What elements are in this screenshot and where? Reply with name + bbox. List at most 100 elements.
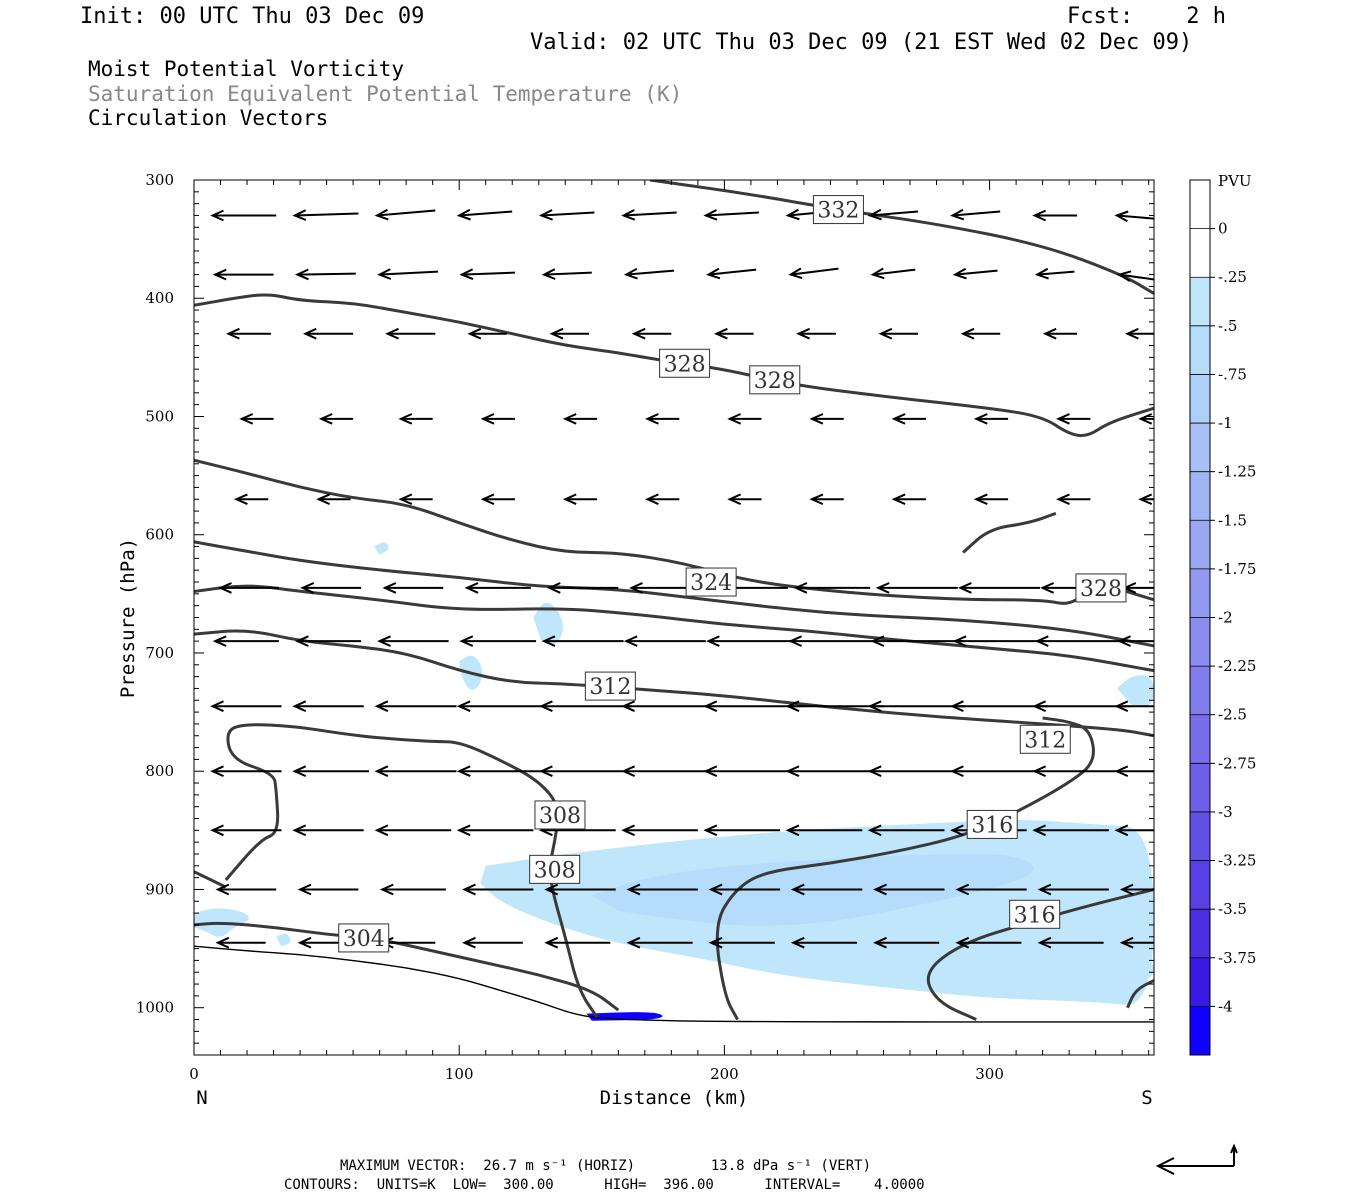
colorbar-label: -.75 — [1218, 365, 1247, 383]
circulation-vector — [462, 936, 523, 949]
vector-head — [703, 765, 718, 778]
circulation-vector — [621, 765, 709, 778]
vector-head — [623, 635, 638, 647]
vector-head — [456, 824, 471, 837]
vector-shaft — [955, 269, 998, 276]
circulation-vector — [867, 824, 945, 837]
vector-shaft — [379, 270, 439, 276]
vector-head — [316, 493, 331, 506]
vector-head — [1034, 267, 1049, 280]
circulation-vector — [459, 635, 537, 647]
vector-head — [480, 493, 495, 506]
circulation-vector — [1138, 413, 1154, 425]
vector-head — [788, 267, 803, 280]
circulation-vector — [294, 635, 362, 647]
contour-label-box — [1009, 899, 1061, 929]
vector-head — [955, 883, 970, 896]
vector-head — [621, 765, 636, 778]
init-time: Init: 00 UTC Thu 03 Dec 09 — [80, 4, 425, 29]
vector-head — [1119, 936, 1134, 949]
vector-head — [546, 582, 561, 594]
vector-head — [790, 883, 805, 896]
circulation-vector — [867, 700, 966, 713]
contour-label-text: 328 — [754, 369, 796, 394]
contour-label-text: 328 — [1080, 577, 1122, 602]
circulation-vector — [708, 883, 781, 896]
circulation-vector — [462, 883, 534, 896]
circulation-vector — [790, 936, 857, 949]
colorbar-segment — [1190, 1006, 1210, 1055]
vector-head — [785, 208, 800, 221]
colorbar-label: -3.25 — [1218, 852, 1256, 870]
colorbar-segment — [1190, 471, 1210, 521]
vector-head — [456, 208, 471, 221]
colorbar-segment — [1190, 277, 1210, 326]
vector-head — [952, 267, 967, 280]
vector-head — [1114, 210, 1129, 223]
vector-head — [292, 700, 307, 713]
vector-head — [377, 268, 392, 280]
vector-head — [292, 765, 307, 778]
circulation-vector — [1056, 493, 1091, 506]
x-axis-title: Distance (km) — [600, 1087, 749, 1109]
contour-label-box — [1075, 573, 1127, 603]
vector-head — [873, 883, 887, 896]
vector-head — [544, 936, 559, 949]
vector-head — [541, 268, 556, 280]
vector-head — [952, 635, 967, 647]
circulation-vector — [1114, 700, 1154, 713]
contour-label: 328 — [749, 365, 801, 395]
circulation-vector — [210, 700, 282, 713]
circulation-vector — [626, 883, 698, 896]
vector-shaft — [459, 210, 513, 217]
colorbar-segment — [1190, 909, 1210, 958]
circulation-vector — [1122, 582, 1154, 594]
vector-head — [218, 582, 232, 594]
circulation-vector — [1114, 824, 1154, 837]
circulation-vector — [1114, 210, 1154, 223]
vector-head — [867, 824, 882, 837]
vector-head — [950, 700, 964, 713]
contour-label-text: 304 — [343, 927, 385, 952]
vector-head — [1114, 765, 1129, 778]
vector-head — [621, 700, 636, 713]
vector-head — [398, 493, 413, 506]
circulation-vector — [374, 208, 436, 221]
vector-head — [796, 327, 811, 340]
vector-head — [727, 413, 742, 425]
vector-head — [233, 493, 248, 506]
vector-head — [374, 765, 389, 778]
theta-contour-316-9 — [715, 716, 1095, 1021]
right-endpoint-label: S — [1141, 1087, 1152, 1109]
circulation-vector — [377, 268, 439, 280]
circulation-vector — [549, 327, 590, 340]
vector-head — [462, 883, 476, 896]
vector-head — [878, 327, 893, 340]
circulation-vector — [873, 883, 945, 896]
vector-head — [215, 936, 230, 949]
vector-shaft — [705, 211, 759, 217]
vector-shaft — [376, 209, 436, 217]
colorbar-label: -.5 — [1218, 317, 1237, 335]
contour-label-box — [338, 923, 390, 953]
vector-head — [703, 209, 718, 221]
contour-label-box — [1019, 724, 1071, 754]
circulation-vector — [1032, 824, 1109, 837]
colorbar: PVU 0 -.25 -.5 -.75 -1 -1.25 -1.5 -1.75 -2 -2.25 -2… — [1189, 172, 1256, 1056]
circulation-vector — [541, 635, 624, 647]
circulation-vector — [226, 327, 271, 340]
contour-label: 332 — [812, 195, 864, 225]
circulation-vector — [703, 700, 802, 713]
circulation-vector — [645, 493, 680, 506]
vector-head — [1138, 493, 1153, 506]
vector-head — [1042, 327, 1057, 340]
terrain-layer — [194, 945, 1154, 1023]
axis-layer: 0 100 200 300 300 400 500 600 700 800 900 1000 — [136, 171, 1154, 1083]
vector-head — [538, 700, 553, 713]
colorbar-segment — [1190, 714, 1210, 764]
circulation-vector — [456, 700, 545, 713]
circulation-vector — [785, 700, 884, 713]
vector-head — [294, 635, 309, 647]
circulation-vector — [809, 493, 844, 506]
circulation-vector — [973, 413, 1009, 425]
